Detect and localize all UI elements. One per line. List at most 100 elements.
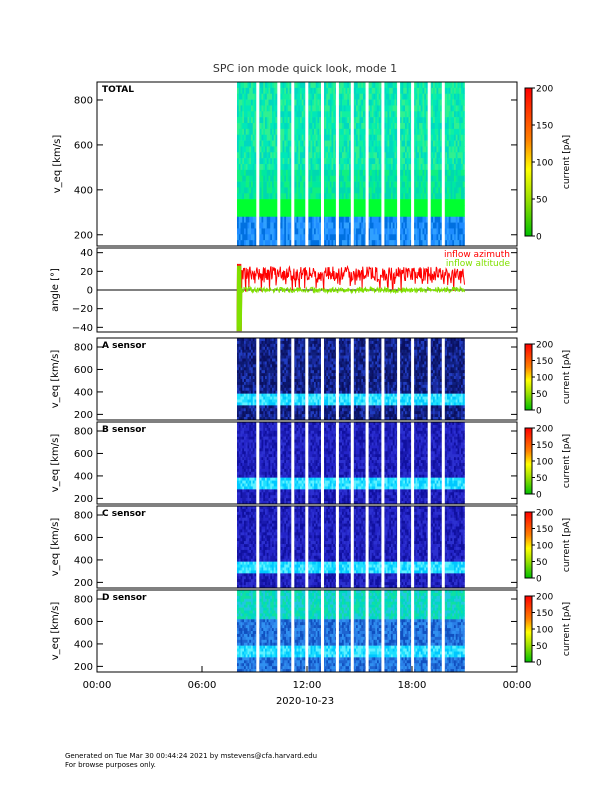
- data-gap: [256, 338, 259, 420]
- heatmap-b: [237, 422, 465, 504]
- data-gap: [305, 590, 308, 672]
- data-gap: [411, 590, 414, 672]
- colorbar-tick-label: 100: [536, 374, 553, 384]
- data-gap: [277, 338, 280, 420]
- data-gap: [277, 506, 280, 588]
- y-tick-label: 600: [74, 140, 93, 151]
- data-gap: [277, 590, 280, 672]
- data-gap: [351, 82, 354, 246]
- data-gap: [256, 590, 259, 672]
- colorbar: [525, 512, 532, 578]
- y-tick-label: 20: [80, 267, 93, 278]
- data-gap: [277, 422, 280, 504]
- y-tick-label: 800: [74, 594, 93, 605]
- data-gap: [442, 338, 445, 420]
- data-gap: [397, 506, 400, 588]
- data-gap: [336, 82, 339, 246]
- colorbar-tick-label: 50: [536, 642, 548, 652]
- colorbar-label: current [pA]: [562, 434, 572, 488]
- data-gap: [351, 590, 354, 672]
- y-tick-label: −20: [72, 304, 93, 315]
- y-axis-label: v_eq [km/s]: [50, 434, 61, 493]
- footer-generated: Generated on Tue Mar 30 00:44:24 2021 by…: [65, 752, 317, 760]
- y-axis-label: v_eq [km/s]: [50, 350, 61, 409]
- colorbar-tick-label: 150: [536, 357, 553, 367]
- colorbar-tick-label: 150: [536, 609, 553, 619]
- y-tick-label: 400: [74, 387, 93, 398]
- data-gap: [291, 506, 294, 588]
- data-gap: [291, 590, 294, 672]
- y-tick-label: 600: [74, 365, 93, 376]
- x-tick-label: 00:00: [503, 680, 532, 691]
- colorbar: [525, 428, 532, 494]
- data-gap: [291, 82, 294, 246]
- data-gap: [351, 506, 354, 588]
- y-tick-label: 400: [74, 639, 93, 650]
- data-gap: [366, 590, 369, 672]
- y-tick-label: 400: [74, 185, 93, 196]
- data-gap: [291, 338, 294, 420]
- colorbar-label: current [pA]: [562, 135, 572, 189]
- data-gap: [442, 506, 445, 588]
- data-gap: [305, 422, 308, 504]
- colorbar-tick-label: 100: [536, 458, 553, 468]
- panel-label: D sensor: [102, 593, 147, 603]
- data-gap: [366, 338, 369, 420]
- heatmap-total: [237, 82, 465, 246]
- data-gap: [336, 506, 339, 588]
- heatmap-c: [237, 506, 465, 588]
- colorbar-tick-label: 50: [536, 474, 548, 484]
- y-tick-label: 600: [74, 533, 93, 544]
- data-gap: [397, 338, 400, 420]
- data-gap: [366, 422, 369, 504]
- data-gap: [256, 82, 259, 246]
- data-gap: [351, 422, 354, 504]
- colorbar-tick-label: 150: [536, 122, 553, 132]
- data-gap: [256, 506, 259, 588]
- y-tick-label: 200: [74, 662, 93, 673]
- heatmap-a: [237, 338, 465, 420]
- data-gap: [321, 506, 324, 588]
- data-gap: [381, 590, 384, 672]
- data-gap: [442, 590, 445, 672]
- data-gap: [411, 506, 414, 588]
- data-gap: [428, 82, 431, 246]
- colorbar-tick-label: 50: [536, 390, 548, 400]
- footer-browse: For browse purposes only.: [65, 761, 156, 769]
- y-tick-label: 40: [80, 248, 93, 259]
- colorbar-tick-label: 200: [536, 425, 553, 435]
- colorbar: [525, 88, 532, 236]
- colorbar-tick-label: 50: [536, 558, 548, 568]
- colorbar-tick-label: 200: [536, 341, 553, 351]
- y-tick-label: 800: [74, 426, 93, 437]
- colorbar: [525, 344, 532, 410]
- data-gap: [428, 422, 431, 504]
- colorbar-tick-label: 100: [536, 542, 553, 552]
- y-axis-label: angle [°]: [50, 268, 61, 312]
- data-gap: [397, 422, 400, 504]
- data-gap: [397, 590, 400, 672]
- data-gap: [305, 82, 308, 246]
- data-gap: [411, 422, 414, 504]
- colorbar-tick-label: 100: [536, 626, 553, 636]
- colorbar-tick-label: 0: [536, 575, 542, 585]
- data-gap: [381, 506, 384, 588]
- data-gap: [411, 338, 414, 420]
- colorbar-label: current [pA]: [562, 350, 572, 404]
- y-tick-label: 400: [74, 555, 93, 566]
- y-axis-label: v_eq [km/s]: [50, 602, 61, 661]
- date-label: 2020-10-23: [276, 696, 334, 707]
- colorbar-tick-label: 200: [536, 85, 553, 95]
- colorbar-tick-label: 50: [536, 196, 548, 206]
- data-gap: [336, 590, 339, 672]
- y-tick-label: 200: [74, 410, 93, 421]
- data-gap: [351, 338, 354, 420]
- x-tick-label: 00:00: [83, 680, 112, 691]
- data-gap: [305, 506, 308, 588]
- y-tick-label: 800: [74, 510, 93, 521]
